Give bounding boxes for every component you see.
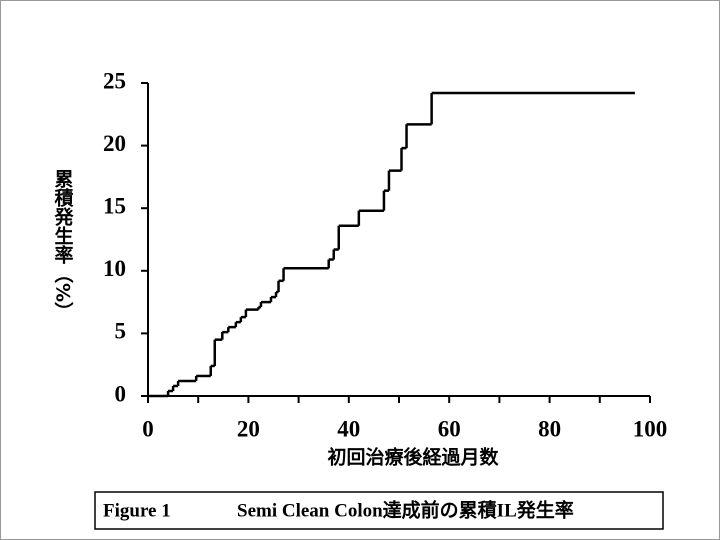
y-tick-label: 25	[103, 68, 126, 93]
x-tick-label: 20	[237, 416, 260, 441]
y-tick-label: 5	[115, 319, 127, 344]
x-tick-label: 100	[633, 416, 668, 441]
y-tick-label: 20	[103, 131, 126, 156]
y-tick-label: 15	[103, 193, 126, 218]
y-axis-label: 累積発生率（%）	[52, 169, 75, 321]
y-tick-label: 10	[103, 256, 126, 281]
x-tick-label: 40	[337, 416, 360, 441]
x-tick-label: 80	[538, 416, 561, 441]
x-tick-label: 60	[438, 416, 461, 441]
caption-text: Semi Clean Colon達成前の累積IL発生率	[237, 498, 574, 521]
x-axis-label: 初回治療後経過月数	[327, 446, 499, 469]
caption-box	[94, 491, 664, 530]
x-tick-label: 0	[142, 416, 154, 441]
caption-label: Figure 1	[103, 500, 171, 521]
y-tick-label: 0	[115, 381, 127, 406]
